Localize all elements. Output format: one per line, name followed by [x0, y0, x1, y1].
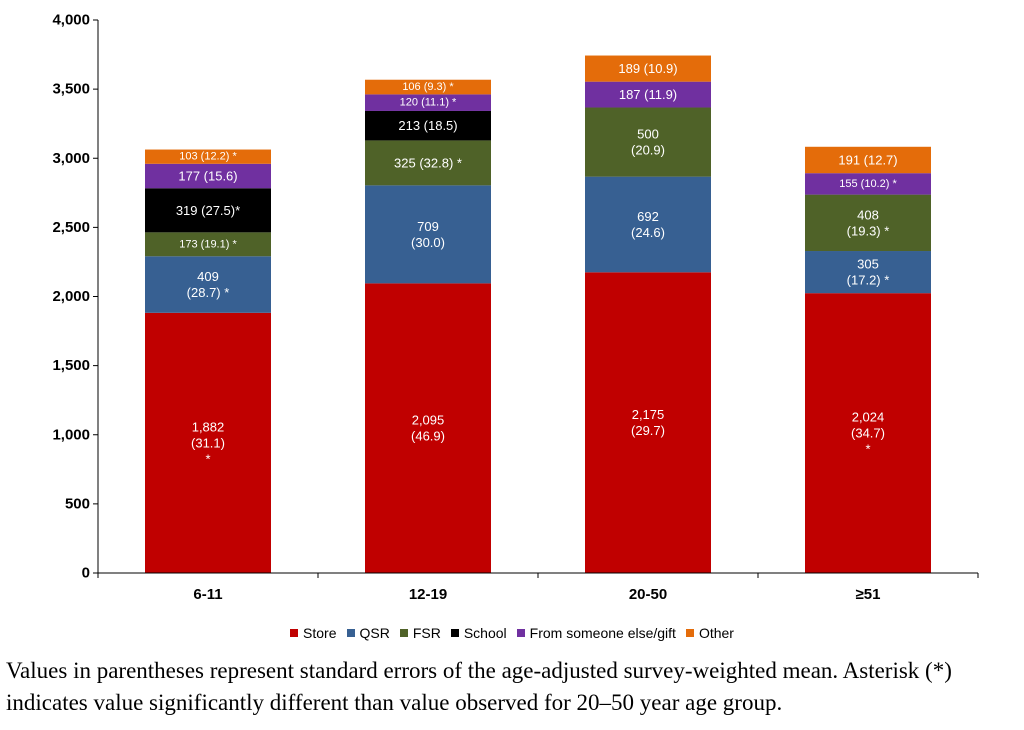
legend-swatch: [516, 629, 525, 637]
data-label: 2,024: [852, 410, 885, 425]
y-tick-label: 500: [65, 495, 90, 512]
bar-other-1: [365, 79, 491, 95]
data-label: (34.7): [851, 426, 885, 441]
bar-qsr-1: [365, 185, 491, 284]
bar-other-2: [585, 55, 711, 82]
data-label: 2,095: [412, 413, 445, 428]
bar-from-someone-else-gift-2: [585, 81, 711, 108]
data-label: 325 (32.8) *: [394, 155, 462, 170]
data-label: 408: [857, 207, 879, 222]
data-label: (28.7) *: [187, 285, 230, 300]
x-tick-label: 6-11: [193, 586, 222, 603]
legend-item-fsr: FSR: [399, 625, 441, 641]
bar-from-someone-else-gift-3: [805, 173, 931, 195]
data-label: 187 (11.9): [619, 87, 677, 102]
y-tick-label: 3,500: [52, 81, 90, 98]
bar-fsr-0: [145, 232, 271, 257]
data-label: 177 (15.6): [178, 169, 237, 184]
data-label: *: [865, 442, 870, 457]
legend-label: Other: [698, 625, 734, 641]
y-tick-label: 0: [82, 565, 90, 582]
legend-swatch: [450, 629, 459, 637]
legend-label: From someone else/gift: [529, 625, 676, 641]
data-label: (17.2) *: [847, 273, 890, 288]
legend-item-from-someone-else-gift: From someone else/gift: [516, 625, 676, 641]
data-label: *: [205, 451, 210, 466]
y-tick-label: 2,500: [52, 219, 90, 236]
data-label: 213 (18.5): [398, 118, 457, 133]
bar-school-0: [145, 188, 271, 233]
data-label: (19.3) *: [847, 223, 890, 238]
x-tick-label: 12-19: [409, 586, 447, 603]
legend-swatch: [399, 629, 408, 637]
legend-item-store: Store: [290, 625, 337, 641]
data-label: (24.6): [631, 225, 665, 240]
legend-item-qsr: QSR: [346, 625, 390, 641]
x-tick-label: 20-50: [629, 586, 667, 603]
data-label: (29.7): [631, 423, 665, 438]
data-label: 120 (11.1) *: [400, 97, 457, 109]
bar-store-3: [805, 293, 931, 573]
legend-label: School: [463, 625, 507, 641]
legend-swatch: [685, 629, 694, 637]
y-tick-label: 3,000: [52, 150, 90, 167]
chart-footnote: Values in parentheses represent standard…: [6, 658, 952, 715]
y-tick-label: 4,000: [52, 12, 90, 29]
legend-item-other: Other: [685, 625, 734, 641]
legend-label: QSR: [359, 625, 390, 641]
data-label: 106 (9.3) *: [402, 81, 454, 93]
data-label: 1,882: [192, 419, 225, 434]
data-label: 2,175: [632, 407, 665, 422]
bar-fsr-1: [365, 140, 491, 186]
stacked-bar-chart: 1,882 (31.1) * 409 (28.7) * 173 (19.1) * 319 (…: [52, 12, 979, 603]
data-label: (30.0): [411, 235, 445, 250]
bar-store-0: [145, 312, 271, 573]
bar-qsr-3: [805, 251, 931, 294]
data-label: (20.9): [631, 143, 665, 158]
y-tick-label: 1,000: [52, 426, 90, 443]
legend-swatch: [346, 629, 355, 637]
bar-other-3: [805, 146, 931, 174]
legend-label: Store: [303, 625, 337, 641]
data-label: 709: [417, 219, 439, 234]
bar-fsr-3: [805, 194, 931, 252]
y-tick-label: 1,500: [52, 357, 90, 374]
bar-other-0: [145, 149, 271, 164]
legend-label: FSR: [412, 625, 441, 641]
data-label: 191 (12.7): [838, 152, 897, 167]
legend-swatch: [290, 629, 299, 637]
bar-qsr-2: [585, 176, 711, 273]
x-tick-label: ≥51: [856, 586, 881, 603]
bar-store-2: [585, 272, 711, 573]
chart-plot-area: 1,882(31.1)*409(28.7) *173 (19.1) *319 (…: [52, 12, 979, 603]
data-label: 319 (27.5)*: [176, 203, 240, 218]
data-label: 173 (19.1) *: [179, 238, 237, 250]
data-label: 155 (10.2) *: [839, 178, 897, 190]
bar-qsr-0: [145, 256, 271, 313]
data-label: 305: [857, 257, 879, 272]
bar-from-someone-else-gift-0: [145, 163, 271, 189]
bar-school-1: [365, 110, 491, 141]
data-label: (31.1): [191, 435, 225, 450]
chart-legend: Store QSR FSR School From someone else/gift O…: [0, 624, 1024, 641]
bar-store-1: [365, 283, 491, 573]
data-label: 103 (12.2) *: [179, 151, 237, 163]
data-label: 409: [197, 269, 219, 284]
y-tick-label: 2,000: [52, 288, 90, 305]
data-label: (46.9): [411, 429, 445, 444]
legend-item-school: School: [450, 625, 507, 641]
bar-fsr-2: [585, 107, 711, 177]
bar-from-someone-else-gift-1: [365, 94, 491, 111]
data-label: 189 (10.9): [618, 61, 677, 76]
data-label: 692: [637, 209, 659, 224]
data-label: 500: [637, 127, 659, 142]
